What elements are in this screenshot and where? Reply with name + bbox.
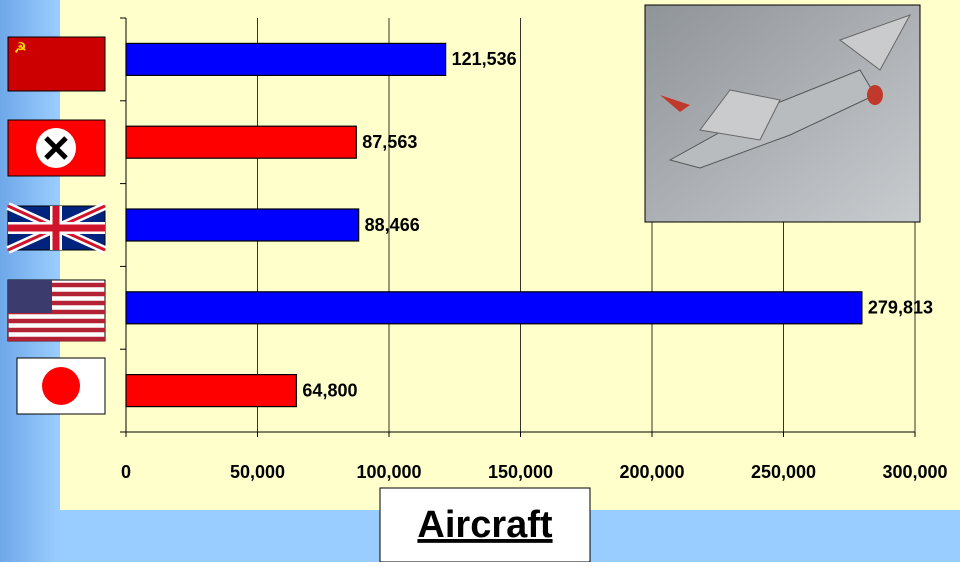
x-tick-label: 0 — [121, 462, 131, 482]
svg-text:☭: ☭ — [14, 40, 27, 56]
x-tick-label: 300,000 — [882, 462, 947, 482]
bar — [126, 209, 359, 241]
x-tick-label: 100,000 — [356, 462, 421, 482]
photo — [645, 5, 920, 222]
axis-title: Aircraft — [417, 504, 552, 546]
bar — [126, 375, 296, 407]
bar — [126, 43, 446, 75]
x-tick-label: 250,000 — [751, 462, 816, 482]
value-label: 88,466 — [365, 215, 420, 235]
x-tick-label: 150,000 — [488, 462, 553, 482]
bar — [126, 126, 356, 158]
x-tick-label: 50,000 — [230, 462, 285, 482]
value-label: 87,563 — [362, 132, 417, 152]
value-label: 121,536 — [452, 49, 517, 69]
bar — [126, 292, 862, 324]
x-tick-label: 200,000 — [619, 462, 684, 482]
value-label: 64,800 — [302, 380, 357, 400]
chart: ☭ Aircraft 0 50,000 100,000 150,000 200,000 2… — [0, 0, 960, 562]
value-label: 279,813 — [868, 298, 933, 318]
